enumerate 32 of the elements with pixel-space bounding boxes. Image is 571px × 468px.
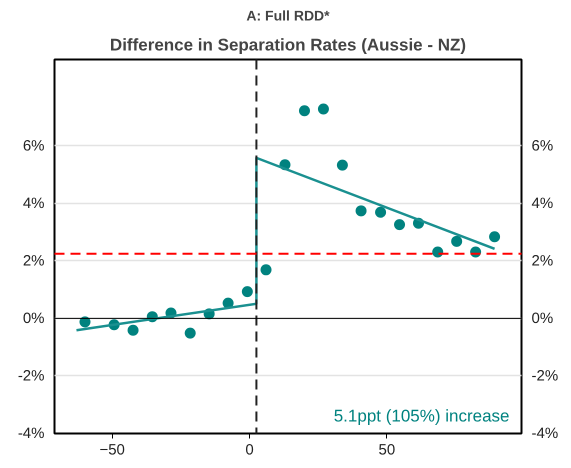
point [451,236,462,247]
point [79,316,90,328]
y-tick-label: -4% [18,425,45,442]
y2-tick-label: 2% [532,252,554,270]
y2-tick-label: 0% [532,310,554,327]
chart-subtitle: Difference in Separation Rates (Aussie - NZ) [110,36,466,54]
y-tick-label: 0% [22,310,45,327]
point [489,231,500,242]
y-tick-label: 2% [22,252,45,270]
point [242,286,253,298]
x-tick-label: 50 [378,442,396,458]
point [394,219,406,230]
y2-tick-label: -4% [532,425,558,442]
y-tick-label: 4% [22,194,45,212]
x-tick-label: −50 [99,442,125,458]
point [375,206,386,218]
point [318,103,329,114]
point [298,105,310,116]
point [336,160,348,171]
y-tick-label: -2% [18,367,45,384]
y2-tick-label: -2% [532,367,558,384]
y2-tick-label: 4% [532,194,554,212]
annotation: 5.1ppt (105%) increase [334,406,510,426]
point [356,205,367,216]
point [184,328,196,339]
point [432,246,444,258]
point [260,264,272,276]
x-tick-label: 0 [245,442,254,458]
chart-title: A: Full RDD* [246,8,330,24]
point [128,324,139,336]
y-tick-label: 6% [22,137,45,154]
y2-tick-label: 6% [532,137,554,154]
